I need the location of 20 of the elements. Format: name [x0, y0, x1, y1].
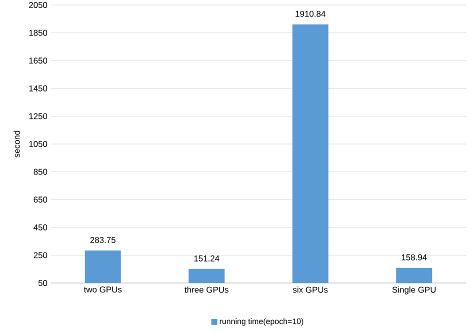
y-tick-label: 450 [34, 224, 48, 230]
x-tick-label: three GPUs [184, 286, 228, 293]
y-tick-label: 1850 [29, 30, 48, 36]
y-tick-label: 1650 [29, 58, 48, 64]
y-tick-label: 850 [34, 168, 48, 175]
data-label: 151.24 [194, 255, 220, 262]
y-tick-label: 650 [34, 196, 48, 203]
y-tick-label: 1450 [29, 85, 48, 92]
y-tick-label: 250 [34, 252, 48, 258]
x-tick-label: six GPUs [292, 286, 328, 293]
y-tick-label: 2050 [29, 2, 48, 8]
data-label: 158.94 [402, 254, 427, 260]
y-tick-label: 50 [38, 280, 48, 286]
data-label: 1910.84 [296, 10, 326, 17]
y-axis-title: second [14, 130, 20, 158]
x-tick-label: Single GPU [392, 286, 436, 294]
data-label: 283.75 [90, 237, 116, 243]
y-tick-label: 1250 [29, 113, 48, 120]
y-tick-label: 1050 [29, 141, 48, 147]
x-tick-label: two GPUs [84, 286, 122, 293]
